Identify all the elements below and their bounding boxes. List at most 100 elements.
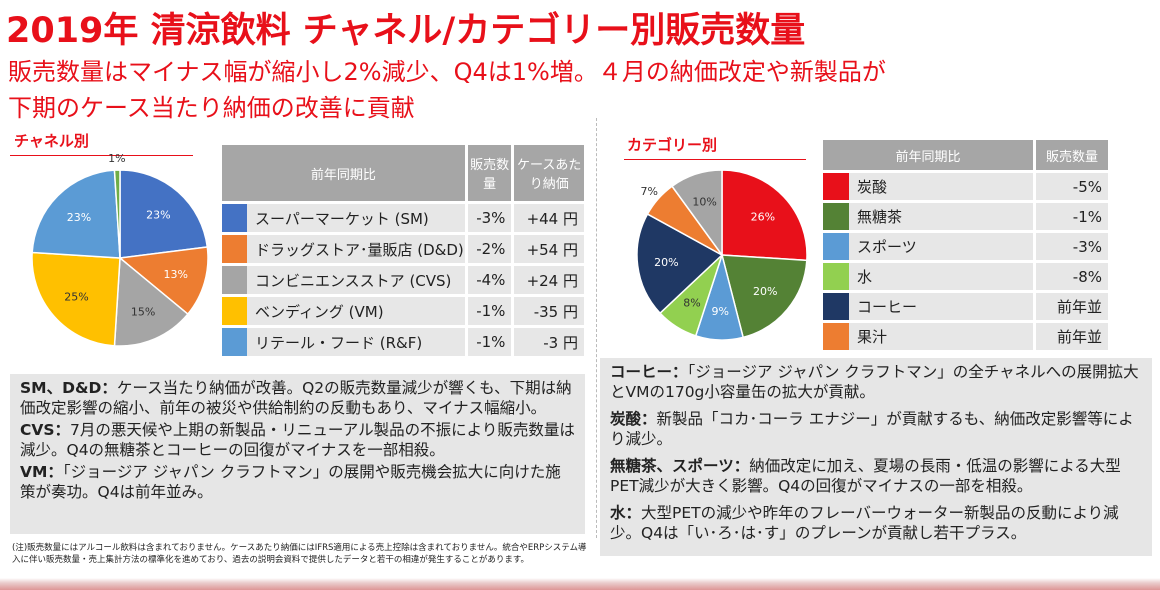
note-heading: 無糖茶、スポーツ： <box>610 457 750 475</box>
channel-table-row: スーパーマーケット (SM) -3% +44 円 <box>222 204 584 232</box>
note-heading: CVS： <box>20 421 71 439</box>
channel-table-row: リテール・フード (R&F) -1% -3 円 <box>222 328 584 356</box>
note-text: ケース当たり納価が改善。Q2の販売数量減少が響くも、下期は納価改定影響の縮小、前… <box>20 379 572 417</box>
category-pie-slice <box>721 254 808 339</box>
channel-table: 前年同期比 販売数量 ケースあたり納価 スーパーマーケット (SM) -3% +44… <box>222 142 584 359</box>
category-section-underline <box>624 159 806 160</box>
channel-name: コンビニエンスストア (CVS) <box>246 266 465 294</box>
channel-color-swatch <box>222 204 247 232</box>
category-table-row: 無糖茶 -1% <box>823 203 1108 230</box>
category-pie-data-label: 20% <box>753 285 777 298</box>
note-text: 新製品「コカ･コーラ エナジー」が貢献するも、納価改定影響等により減少。 <box>610 410 1134 448</box>
channel-header-volume: 販売数量 <box>464 145 512 201</box>
category-name: 水 <box>849 263 1033 290</box>
channel-price: -35 円 <box>511 297 584 325</box>
channel-pie-data-label: 1% <box>108 152 125 165</box>
note-paragraph: CVS：7月の悪天候や上期の新製品・リニューアル製品の不振により販売数量は減少。… <box>20 420 575 460</box>
channel-price: -3 円 <box>511 328 584 356</box>
category-pie-data-label: 10% <box>692 196 716 209</box>
channel-name: ベンディング (VM) <box>246 297 465 325</box>
channel-color-swatch <box>222 235 247 263</box>
bottom-decoration-band <box>0 578 1160 590</box>
channel-pie-slice <box>113 256 189 347</box>
channel-volume: -2% <box>464 235 512 263</box>
category-pie-data-label: 20% <box>654 256 678 269</box>
channel-pie-slice <box>113 169 121 259</box>
note-heading: 水： <box>610 504 642 522</box>
category-table-row: スポーツ -3% <box>823 233 1108 260</box>
channel-pie-data-label: 15% <box>131 305 155 318</box>
category-name: 炭酸 <box>849 173 1033 200</box>
category-volume: -5% <box>1033 173 1108 200</box>
note-paragraph: コーヒー：「ジョージア ジャパン クラフトマン」の全チャネルへの展開拡大とVMの… <box>610 362 1142 402</box>
note-text: 納価改定に加え、夏場の長雨・低温の影響による大型PET減少が大きく影響。Q4の回… <box>610 457 1121 495</box>
category-section-label: カテゴリー別 <box>627 136 718 154</box>
category-pie-slice <box>636 213 724 315</box>
channel-price: +54 円 <box>511 235 584 263</box>
channel-section-label: チャネル別 <box>14 132 89 150</box>
note-heading: VM： <box>20 463 63 481</box>
category-table-row: コーヒー 前年並 <box>823 293 1108 320</box>
channel-header-price: ケースあたり納価 <box>511 145 584 201</box>
channel-pie-data-label: 25% <box>64 290 88 303</box>
category-pie-data-label: 7% <box>641 185 658 198</box>
category-pie-slice <box>721 169 808 262</box>
channel-pie-slice <box>118 246 209 316</box>
category-color-swatch <box>823 263 849 290</box>
channel-pie-slice <box>31 169 121 259</box>
channel-pie-data-label: 23% <box>67 211 91 224</box>
category-table-row: 果汁 前年並 <box>823 323 1108 350</box>
category-color-swatch <box>823 203 849 230</box>
channel-price: +44 円 <box>511 204 584 232</box>
category-header-volume: 販売数量 <box>1033 140 1108 170</box>
note-heading: SM、D&D： <box>20 379 117 397</box>
category-pie-slice <box>670 169 723 258</box>
channel-pie-data-label: 23% <box>146 208 170 221</box>
channel-volume: -1% <box>464 297 512 325</box>
category-pie-data-label: 8% <box>683 296 700 309</box>
channel-price: +24 円 <box>511 266 584 294</box>
channel-table-row: コンビニエンスストア (CVS) -4% +24 円 <box>222 266 584 294</box>
category-header-yoy: 前年同期比 <box>823 140 1033 170</box>
category-color-swatch <box>823 293 849 320</box>
category-pie-chart: 26% 20% 9% 8% 20% 7% 10% <box>636 169 808 341</box>
note-paragraph: 炭酸：新製品「コカ･コーラ エナジー」が貢献するも、納価改定影響等により減少。 <box>610 409 1142 449</box>
category-table: 前年同期比 販売数量 炭酸 -5% 無糖茶 -1% スポーツ -3% 水 -8% コーヒー 前年並… <box>823 137 1108 353</box>
note-paragraph: 水：大型PETの減少や昨年のフレーバーウォーター新製品の反動により減少。Q4は「… <box>610 503 1142 543</box>
category-volume: -1% <box>1033 203 1108 230</box>
channel-header-yoy: 前年同期比 <box>222 145 465 201</box>
channel-table-row: ドラッグストア･量販店 (D&D) -2% +54 円 <box>222 235 584 263</box>
channel-table-row: ベンディング (VM) -1% -35 円 <box>222 297 584 325</box>
category-color-swatch <box>823 173 849 200</box>
category-volume: 前年並 <box>1033 323 1108 350</box>
channel-name: ドラッグストア･量販店 (D&D) <box>246 235 465 263</box>
category-name: コーヒー <box>849 293 1033 320</box>
note-paragraph: SM、D&D：ケース当たり納価が改善。Q2の販売数量減少が響くも、下期は納価改定… <box>20 378 575 418</box>
category-name: 果汁 <box>849 323 1033 350</box>
subtitle-line-1: 販売数量はマイナス幅が縮小し2%減少、Q4は1%増。４月の納価改定や新製品が <box>8 58 886 86</box>
category-table-row: 水 -8% <box>823 263 1108 290</box>
footnote: (注)販売数量にはアルコール飲料は含まれておりません。ケースあたり納価にはIFR… <box>12 543 587 565</box>
channel-pie-chart: 23% 13% 15% 25% 23% 1% <box>31 152 209 347</box>
category-name: 無糖茶 <box>849 203 1033 230</box>
category-table-row: 炭酸 -5% <box>823 173 1108 200</box>
channel-pie-slice <box>31 251 121 347</box>
note-paragraph: 無糖茶、スポーツ：納価改定に加え、夏場の長雨・低温の影響による大型PET減少が大… <box>610 456 1142 496</box>
channel-pie-slice <box>119 169 209 259</box>
subtitle-line-2: 下期のケース当たり納価の改善に貢献 <box>8 94 415 122</box>
note-text: 7月の悪天候や上期の新製品・リニューアル製品の不振により販売数量は減少。Q4の無… <box>20 421 575 459</box>
page-title: 2019年 清涼飲料 チャネル/カテゴリー別販売数量 <box>6 11 806 51</box>
category-name: スポーツ <box>849 233 1033 260</box>
channel-volume: -1% <box>464 328 512 356</box>
category-volume: 前年並 <box>1033 293 1108 320</box>
channel-section-underline <box>10 155 193 156</box>
channel-name: リテール・フード (R&F) <box>246 328 465 356</box>
channel-volume: -3% <box>464 204 512 232</box>
note-text: 「ジョージア ジャパン クラフトマン」の展開や販売機会拡大に向けた施策が奏功。Q… <box>20 463 561 501</box>
channel-color-swatch <box>222 297 247 325</box>
channel-name: スーパーマーケット (SM) <box>246 204 465 232</box>
channel-pie-data-label: 13% <box>164 268 188 281</box>
category-color-swatch <box>823 323 849 350</box>
note-heading: 炭酸： <box>610 410 657 428</box>
note-text: 「ジョージア ジャパン クラフトマン」の全チャネルへの展開拡大とVMの170g小… <box>610 363 1139 401</box>
